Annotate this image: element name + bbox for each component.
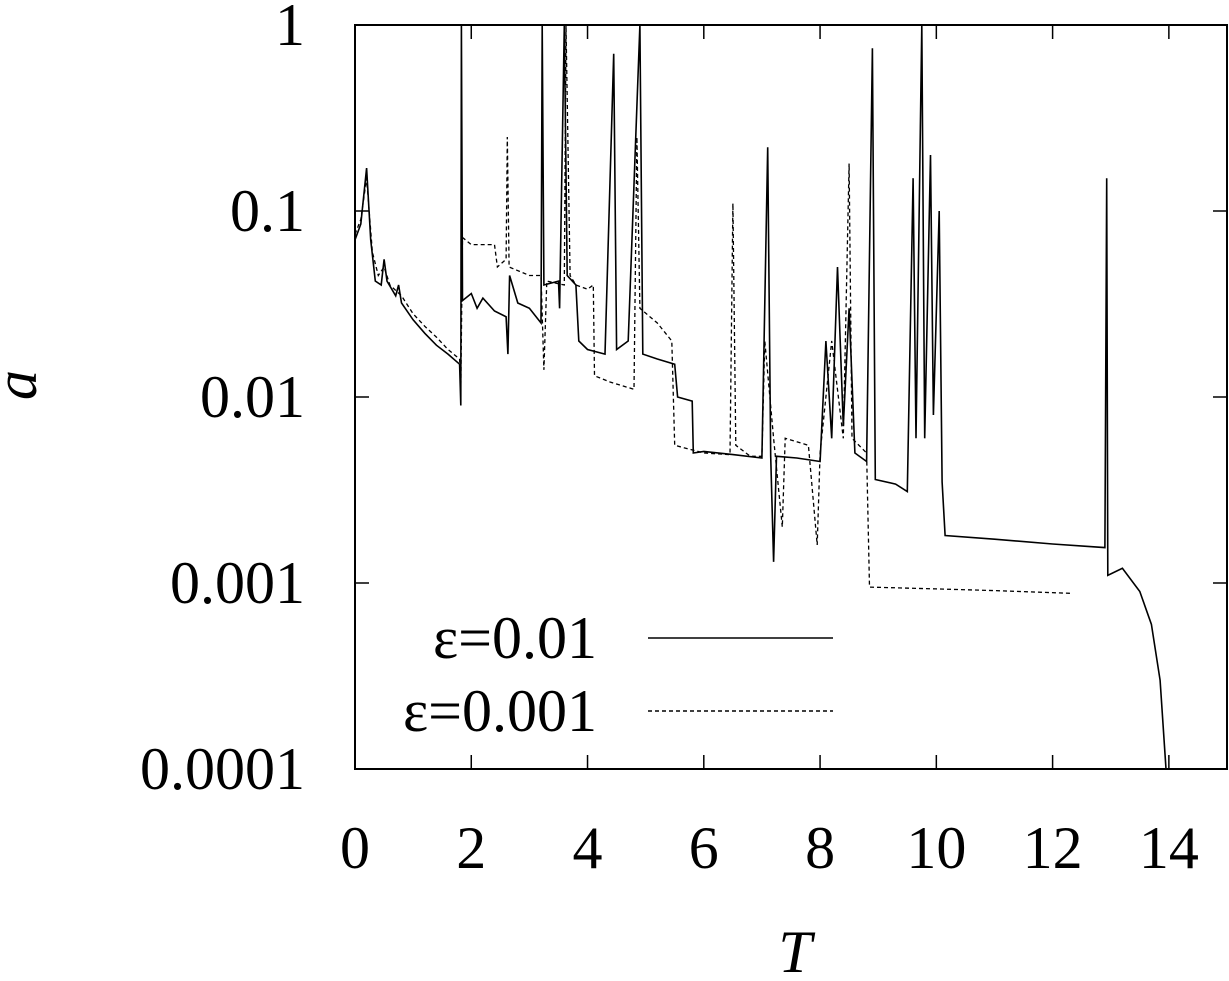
y-tick-label: 1 bbox=[275, 0, 305, 58]
x-tick-label: 4 bbox=[573, 815, 603, 881]
y-tick-label: 0.0001 bbox=[140, 736, 305, 802]
series-line bbox=[354, 24, 1167, 770]
series-line bbox=[354, 24, 1071, 594]
y-tick-label: 0.1 bbox=[230, 178, 305, 244]
y-tick-label: 0.001 bbox=[170, 550, 305, 616]
x-axis-label: T bbox=[778, 919, 815, 976]
legend-label: ε=0.001 bbox=[403, 678, 597, 744]
legend-label: ε=0.01 bbox=[433, 605, 597, 671]
x-tick-label: 12 bbox=[1023, 815, 1083, 881]
x-tick-label: 6 bbox=[689, 815, 719, 881]
x-tick-label: 2 bbox=[456, 815, 486, 881]
x-tick-label: 14 bbox=[1139, 815, 1199, 881]
x-tick-label: 8 bbox=[805, 815, 835, 881]
y-axis-label: a bbox=[0, 370, 49, 400]
y-tick-label: 0.01 bbox=[200, 364, 305, 430]
x-tick-label: 10 bbox=[906, 815, 966, 881]
x-tick-label: 0 bbox=[340, 815, 370, 881]
